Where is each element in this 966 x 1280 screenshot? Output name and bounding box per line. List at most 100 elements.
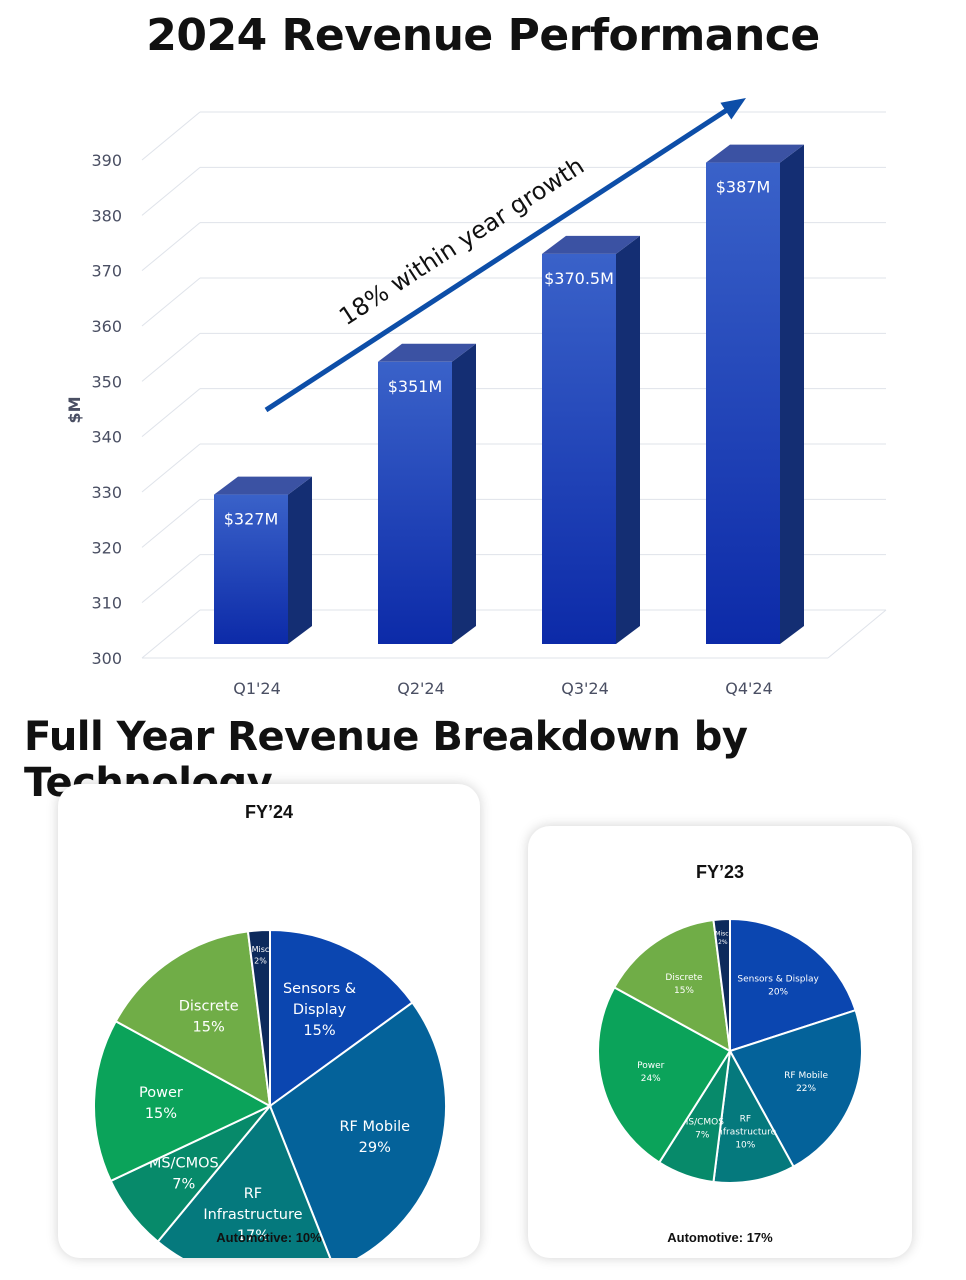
bar [378, 343, 476, 644]
pie-chart-fy23: Sensors & Display 20% RF Mobile 22% RF Infras… [597, 917, 863, 1184]
pie-chart-fy24: Sensors & Display 15% RF Mobile 29% RF Infrast… [93, 928, 447, 1258]
pie-value-label: 29% [359, 1140, 391, 1156]
bar-data-label: $370.5M [544, 269, 614, 288]
bar-side [616, 235, 640, 644]
bar [706, 144, 804, 644]
bar-data-label: $351M [388, 377, 443, 396]
pie-value-label: 7% [695, 1131, 710, 1141]
pie-slice-sensors-display [269, 928, 414, 1108]
y-tick-label: 310 [91, 594, 122, 613]
y-tick-label: 340 [91, 428, 122, 447]
pie-value-label: 15% [674, 986, 694, 996]
automotive-note-fy23: Automotive: 17% [667, 1230, 773, 1245]
pie-slice-label: Infrastructure [715, 1128, 777, 1138]
y-tick-label: 320 [91, 538, 122, 557]
x-tick-label: Q4'24 [725, 679, 773, 698]
y-axis-label: $M [65, 396, 84, 423]
pie-slice-rf-mobile [728, 1008, 863, 1169]
gridline [141, 277, 201, 327]
pie-value-label: 15% [303, 1023, 335, 1039]
pie-value-label: 2% [254, 957, 267, 966]
pie-slice-misc [712, 917, 731, 1052]
bar-side [452, 343, 476, 644]
y-tick-label: 300 [91, 649, 122, 668]
pie-slice-label: Misc. [715, 930, 730, 937]
pie-slice-label: Discrete [665, 973, 703, 983]
bar-data-label: $327M [224, 510, 279, 529]
bar-front [542, 253, 616, 644]
y-tick-label: 390 [91, 151, 122, 170]
pie-slice-power [597, 986, 732, 1164]
pie-value-label: 20% [768, 987, 788, 997]
pie-title-fy23: FY’23 [695, 862, 745, 882]
y-tick-label: 380 [91, 206, 122, 225]
automotive-note-fy24: Automotive: 10% [216, 1230, 322, 1245]
gridline [141, 554, 201, 604]
pie-slice-rf-infrastructure [156, 1104, 332, 1258]
gridline [141, 388, 201, 438]
pie-slice-label: Sensors & Display [737, 974, 819, 984]
pie-value-label: 22% [796, 1084, 816, 1094]
bar-top [542, 235, 640, 254]
pie-slice-discrete [114, 930, 272, 1108]
revenue-bar-chart: 300 310 320 330 340 350 360 370 380 390 $M $327M Q1'… [65, 98, 887, 698]
floor-line [827, 609, 887, 659]
pie-slice-label: Misc [252, 945, 270, 954]
pie-value-label: 2% [718, 939, 728, 946]
bar [542, 235, 640, 644]
pie-slice-label: Display [293, 1002, 347, 1018]
y-tick-label: 370 [91, 262, 122, 281]
pie-slice-label: Sensors & [283, 981, 356, 997]
gridline [141, 443, 201, 493]
gridline [141, 166, 201, 216]
bar-front [706, 162, 780, 644]
pie-value-label: 15% [145, 1106, 177, 1122]
pie-slice-label: Infrastructure [203, 1207, 302, 1223]
pie-slice-power [93, 1019, 273, 1183]
bar [214, 476, 312, 644]
chart-title: 2024 Revenue Performance [146, 10, 820, 61]
bar-top [378, 343, 476, 362]
section-title: Full Year Revenue Breakdown by Technolog… [24, 714, 748, 806]
pie-slice-label: Power [637, 1061, 665, 1071]
pie-value-label: 7% [172, 1176, 195, 1192]
pie-slice-sensors-display [729, 917, 857, 1053]
bar-front [214, 494, 288, 644]
pie-value-label: 24% [641, 1074, 661, 1084]
pie-slice-label: Power [139, 1085, 183, 1101]
pie-value-label: 15% [193, 1019, 225, 1035]
pie-slice-rf-infrastructure [712, 1047, 795, 1184]
pie-value-label: 10% [735, 1141, 755, 1151]
growth-arrow-head [720, 98, 746, 120]
pie-card-fy23: FY’23 Sensors & Display 20% RF Mobile 22% RF… [528, 826, 912, 1258]
bar-side [780, 144, 804, 644]
pie-slice-label: MS/CMOS [681, 1118, 725, 1128]
bar-front [378, 361, 452, 644]
bar-top [706, 144, 804, 163]
pie-slice-label: RF Mobile [784, 1071, 828, 1081]
pie-slice-rf-mobile [268, 1001, 447, 1258]
gridline [141, 609, 201, 659]
pie-title-fy24: FY’24 [244, 802, 294, 822]
pie-slice-label: RF Mobile [339, 1119, 410, 1135]
x-tick-label: Q3'24 [561, 679, 609, 698]
pie-slice-discrete [612, 918, 732, 1053]
pie-slice-label: MS/CMOS [149, 1155, 219, 1171]
gridline [141, 111, 201, 161]
pie-slice-label: Discrete [179, 998, 239, 1014]
bar-top [214, 476, 312, 495]
y-tick-label: 330 [91, 483, 122, 502]
y-tick-label: 360 [91, 317, 122, 336]
y-tick-label: 350 [91, 372, 122, 391]
bar-side [288, 476, 312, 644]
pie-slice-label: RF [740, 1114, 751, 1124]
bar-data-label: $387M [716, 178, 771, 197]
x-tick-label: Q1'24 [233, 679, 281, 698]
gridline [141, 332, 201, 382]
growth-arrow [264, 105, 732, 413]
pie-card-fy24: FY’24 Sensors & Display 15% RF Mobile 29% RF I… [58, 784, 480, 1258]
pie-value-label: 17% [237, 1228, 269, 1244]
x-tick-label: Q2'24 [397, 679, 445, 698]
pie-slice-misc [246, 928, 271, 1107]
gridline [141, 498, 201, 548]
